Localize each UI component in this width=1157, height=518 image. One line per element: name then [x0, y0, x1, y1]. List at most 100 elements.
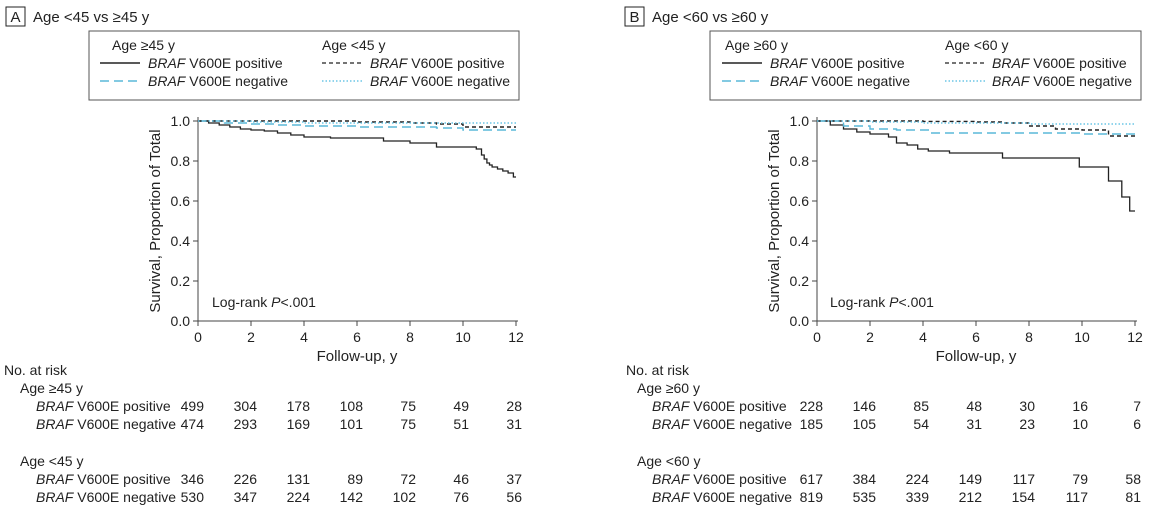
y-tick-label: 1.0: [790, 113, 810, 129]
panel-a: A Age <45 vs ≥45 y Age ≥45 y Age <45 y B…: [4, 6, 524, 505]
risk-row-status: V600E positive: [73, 471, 170, 487]
x-tick-label: 4: [300, 329, 308, 345]
risk-row-label: BRAF V600E positive: [36, 398, 171, 414]
risk-value: 102: [393, 489, 417, 505]
x-tick-label: 10: [1074, 329, 1090, 345]
plot-a: 0.0 0.2 0.4 0.6 0.8 1.0 0 2 4 6 8 10 12 Follow-up, y S…: [147, 113, 524, 365]
risk-value: 819: [800, 489, 824, 505]
x-tick-label: 6: [972, 329, 980, 345]
risk-value: 16: [1072, 398, 1088, 414]
y-tick-label: 0.6: [790, 193, 810, 209]
risk-value: 75: [400, 398, 416, 414]
panel-a-annotation: Log-rank P<.001: [212, 294, 316, 310]
y-tick-label: 1.0: [171, 113, 191, 129]
risk-row-status: V600E positive: [73, 398, 170, 414]
y-axis-label: Survival, Proportion of Total: [766, 129, 783, 312]
risk-header: No. at risk: [626, 362, 690, 378]
risk-value: 293: [234, 416, 258, 432]
risk-value: 146: [853, 398, 877, 414]
risk-value: 178: [287, 398, 311, 414]
risk-value: 76: [453, 489, 469, 505]
risk-table-a: No. at risk Age ≥45 y BRAF V600E positive 4…: [4, 362, 522, 505]
risk-value: 226: [234, 471, 258, 487]
legend-a-neg2-label: V600E negative: [411, 73, 510, 89]
panel-a-letter: A: [10, 9, 20, 26]
y-axis-label: Survival, Proportion of Total: [147, 129, 164, 312]
legend-b-gene: BRAF: [770, 55, 809, 71]
y-tick-label: 0.8: [790, 153, 810, 169]
risk-value: 117: [1066, 489, 1089, 505]
y-tick-label: 0.4: [790, 233, 810, 249]
risk-value: 46: [453, 471, 469, 487]
legend-a-gene: BRAF: [148, 55, 187, 71]
legend-a-pos2-label: V600E positive: [411, 55, 505, 71]
risk-value: 51: [453, 416, 469, 432]
y-tick-label: 0.2: [790, 273, 810, 289]
panel-b-letter-box: [624, 6, 645, 27]
panel-a-title: Age <45 vs ≥45 y: [33, 9, 150, 26]
risk-row-label: BRAF V600E negative: [652, 489, 792, 505]
risk-value: 617: [800, 471, 824, 487]
risk-value: 499: [181, 398, 205, 414]
x-tick-label: 8: [1025, 329, 1033, 345]
panel-a-letter-box: [5, 6, 26, 27]
risk-value: 224: [287, 489, 311, 505]
x-tick-label: 12: [1127, 329, 1143, 345]
risk-value: 48: [966, 398, 982, 414]
risk-row-gene: BRAF: [36, 471, 75, 487]
annotation-b-prefix: Log-rank: [830, 294, 889, 310]
risk-row-status: V600E negative: [689, 416, 792, 432]
x-tick-label: 12: [508, 329, 524, 345]
risk-value: 101: [340, 416, 364, 432]
risk-row-gene: BRAF: [36, 416, 75, 432]
risk-row-gene: BRAF: [652, 471, 691, 487]
risk-value: 75: [400, 416, 416, 432]
annotation-b-suffix: <.001: [899, 294, 935, 310]
risk-row-status: V600E positive: [689, 471, 786, 487]
legend-b-gene: BRAF: [992, 55, 1031, 71]
legend-b-g2-neg: BRAF V600E negative: [992, 73, 1132, 89]
risk-value: 384: [853, 471, 877, 487]
panel-b-legend-group2: Age <60 y: [945, 37, 1008, 53]
risk-value: 228: [800, 398, 824, 414]
risk-value: 58: [1125, 471, 1141, 487]
series-line-negative-3: [198, 120, 516, 124]
annotation-a-suffix: <.001: [281, 294, 317, 310]
risk-value: 31: [506, 416, 522, 432]
x-axis-label: Follow-up, y: [317, 348, 398, 365]
legend-b-g1-pos: BRAF V600E positive: [770, 55, 905, 71]
risk-table-b: No. at risk Age ≥60 y BRAF V600E positive 2…: [626, 362, 1141, 505]
risk-value: 108: [340, 398, 364, 414]
risk-value: 212: [959, 489, 983, 505]
risk-value: 6: [1133, 416, 1141, 432]
panel-b-annotation: Log-rank P<.001: [830, 294, 934, 310]
legend-a-pos-label: V600E positive: [189, 55, 283, 71]
risk-group-label: Age <60 y: [637, 453, 700, 469]
risk-value: 89: [347, 471, 363, 487]
risk-value: 304: [234, 398, 258, 414]
panel-b-legend-box: [709, 30, 1142, 101]
x-tick-label: 10: [455, 329, 471, 345]
risk-row-gene: BRAF: [652, 416, 691, 432]
risk-row-status: V600E negative: [73, 416, 176, 432]
series-line-negative-1: [198, 120, 516, 131]
risk-row-label: BRAF V600E positive: [652, 398, 787, 414]
y-tick-label: 0.4: [171, 233, 191, 249]
risk-row-gene: BRAF: [652, 398, 691, 414]
plot-b: 0.0 0.2 0.4 0.6 0.8 1.0 0 2 4 6 8 10 12 Follow-up, y S…: [766, 113, 1143, 365]
panel-a-legend-box: [88, 30, 520, 101]
risk-value: 28: [506, 398, 522, 414]
risk-value: 347: [234, 489, 258, 505]
y-tick-label: 0.2: [171, 273, 191, 289]
panel-b-letter: B: [629, 9, 639, 26]
x-tick-label: 8: [406, 329, 414, 345]
risk-value: 54: [913, 416, 929, 432]
risk-value: 23: [1019, 416, 1035, 432]
x-tick-label: 2: [866, 329, 874, 345]
risk-value: 49: [453, 398, 469, 414]
legend-b-neg-label: V600E negative: [811, 73, 910, 89]
risk-row-status: V600E negative: [73, 489, 176, 505]
legend-b-g2-pos: BRAF V600E positive: [992, 55, 1127, 71]
risk-value: 117: [1013, 471, 1036, 487]
